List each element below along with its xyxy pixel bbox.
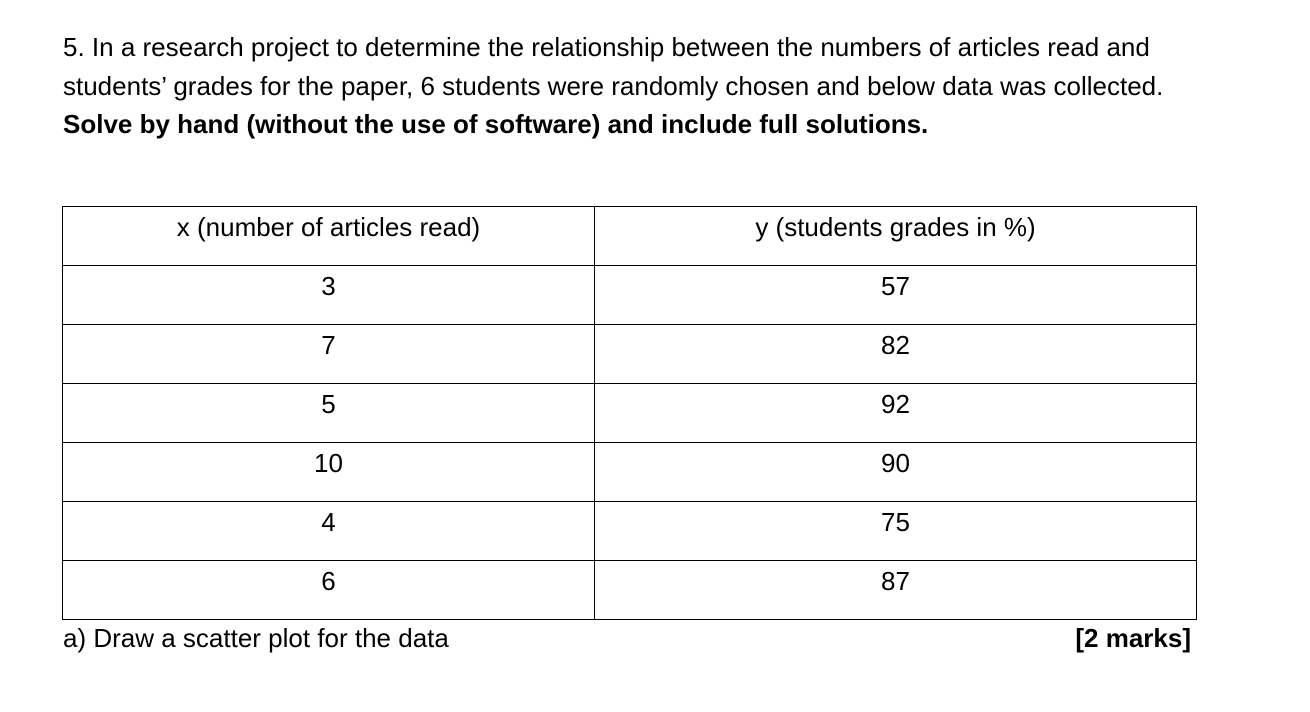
table-row: 10 90 — [62, 442, 1197, 502]
question-instruction: Solve by hand (without the use of softwa… — [63, 109, 929, 139]
table-cell-y: 87 — [594, 560, 1197, 620]
column-header-y: y (students grades in %) — [594, 206, 1197, 266]
table-row: 5 92 — [62, 383, 1197, 443]
table-cell-x: 5 — [62, 383, 595, 443]
table-cell-x: 10 — [62, 442, 595, 502]
table-header-row: x (number of articles read) y (students … — [62, 206, 1197, 266]
part-a-marks: [2 marks] — [1075, 623, 1191, 653]
table-cell-y: 57 — [594, 265, 1197, 325]
table-cell-y: 90 — [594, 442, 1197, 502]
table-cell-y: 92 — [594, 383, 1197, 443]
question-text: 5. In a research project to determine th… — [63, 28, 1193, 144]
table-cell-x: 7 — [62, 324, 595, 384]
data-table: x (number of articles read) y (students … — [62, 206, 1197, 620]
table-cell-y: 82 — [594, 324, 1197, 384]
table-row: 7 82 — [62, 324, 1197, 384]
question-intro: 5. In a research project to determine th… — [63, 32, 1164, 101]
table-cell-x: 4 — [62, 501, 595, 561]
table-row: 4 75 — [62, 501, 1197, 561]
table-row: 3 57 — [62, 265, 1197, 325]
column-header-x: x (number of articles read) — [62, 206, 595, 266]
table-cell-x: 6 — [62, 560, 595, 620]
part-a-question: a) Draw a scatter plot for the data — [63, 623, 449, 653]
table-cell-y: 75 — [594, 501, 1197, 561]
table-row: 6 87 — [62, 560, 1197, 620]
table-cell-x: 3 — [62, 265, 595, 325]
